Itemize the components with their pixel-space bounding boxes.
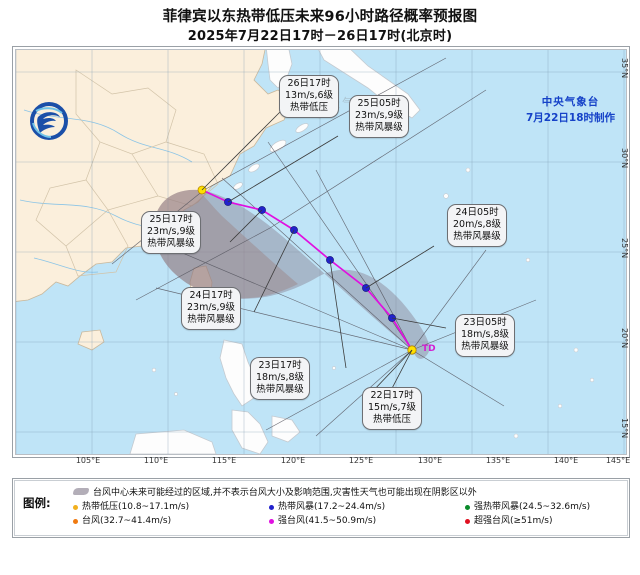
ts-dot-icon xyxy=(269,505,274,511)
label-wind: 18m/s,8级 xyxy=(256,371,305,383)
lon-tick: 110°E xyxy=(143,456,169,465)
lon-tick: 125°E xyxy=(348,456,374,465)
label-time: 26日17时 xyxy=(287,78,331,89)
label-time: 23日05时 xyxy=(463,317,507,328)
label-wind: 23m/s,9级 xyxy=(355,109,404,121)
td-dot-icon xyxy=(73,505,78,511)
lon-tick: 120°E xyxy=(280,456,306,465)
lon-tick: 135°E xyxy=(485,456,511,465)
legend-item-label: 强热带风暴(24.5~32.6m/s) xyxy=(474,502,591,512)
lon-tick: 115°E xyxy=(211,456,237,465)
map-frame: @中国天气 26日17时 13m/s,6级 热带低压 25日05时 23m/s,… xyxy=(12,46,630,458)
label-grade: 热带风暴级 xyxy=(256,383,304,395)
label-time: 23日17时 xyxy=(258,360,302,371)
lon-tick: 140°E xyxy=(553,456,579,465)
legend-item-sty: 强台风(41.5~50.9m/s) xyxy=(269,515,465,529)
legend-note-text: 台风中心未来可能经过的区域,并不表示台风大小及影响范围,灾害性天气也可能出现在阴… xyxy=(93,488,477,498)
forecast-label-24d05: 24日05时 20m/s,8级 热带风暴级 xyxy=(447,204,508,247)
label-wind: 13m/s,6级 xyxy=(285,89,334,101)
lat-tick: 25°N xyxy=(620,238,629,259)
label-wind: 18m/s,8级 xyxy=(461,328,510,340)
lat-tick: 15°N xyxy=(620,418,629,439)
sty-dot-icon xyxy=(269,519,274,525)
forecast-label-26d17: 26日17时 13m/s,6级 热带低压 xyxy=(279,75,340,118)
legend-title: 图例: xyxy=(23,496,51,510)
label-time: 24日05时 xyxy=(455,207,499,218)
legend-cone-note: 台风中心未来可能经过的区域,并不表示台风大小及影响范围,灾害性天气也可能出现在阴… xyxy=(73,485,635,498)
legend-item-label: 热带风暴(17.2~24.4m/s) xyxy=(278,502,386,512)
legend-item-ty: 台风(32.7~41.4m/s) xyxy=(73,515,269,529)
legend-item-label: 强台风(41.5~50.9m/s) xyxy=(278,515,377,526)
agency-credit: 中央气象台 7月22日18时制作 xyxy=(526,95,615,127)
label-wind: 15m/s,7级 xyxy=(368,401,417,413)
legend-row: 台风(32.7~41.4m/s) 强台风(41.5~50.9m/s) 超强台风(… xyxy=(73,515,635,529)
legend-item-td: 热带低压(10.8~17.1m/s) xyxy=(73,501,269,515)
weather-map-page: 菲律宾以东热带低压未来96小时路径概率预报图 2025年7月22日17时－26日… xyxy=(0,8,640,538)
label-wind: 23m/s,9级 xyxy=(147,225,196,237)
lon-tick: 130°E xyxy=(417,456,443,465)
legend-item-ts: 热带风暴(17.2~24.4m/s) xyxy=(269,501,465,515)
latitude-axis: 35°N 30°N 25°N 20°N 15°N xyxy=(620,46,640,456)
title-subtitle: 2025年7月22日17时－26日17时(北京时) xyxy=(187,28,453,44)
legend-item-label: 热带低压(10.8~17.1m/s) xyxy=(82,502,190,512)
agency-name: 中央气象台 xyxy=(541,96,600,108)
cma-logo-icon xyxy=(30,102,68,140)
forecast-label-22d17: 22日17时 15m/s,7级 热带低压 xyxy=(362,387,423,430)
legend-row: 热带低压(10.8~17.1m/s) 热带风暴(17.2~24.4m/s) 强热… xyxy=(73,501,635,515)
label-grade: 热带风暴级 xyxy=(355,121,403,133)
lat-tick: 35°N xyxy=(620,58,629,79)
legend-item-label: 超强台风(≥51m/s) xyxy=(474,515,553,526)
label-wind: 23m/s,9级 xyxy=(187,301,236,313)
lat-tick: 30°N xyxy=(620,148,629,169)
cone-swatch-icon xyxy=(73,488,89,495)
forecast-label-24d17: 24日17时 23m/s,9级 热带风暴级 xyxy=(181,287,242,330)
forecast-label-25d17: 25日17时 23m/s,9级 热带风暴级 xyxy=(141,211,202,254)
legend-item-superty: 超强台风(≥51m/s) xyxy=(465,515,635,529)
superty-dot-icon xyxy=(465,519,470,525)
sts-dot-icon xyxy=(465,505,470,511)
lon-tick: 105°E xyxy=(75,456,101,465)
lat-tick: 20°N xyxy=(620,328,629,349)
legend-panel: 图例: 台风中心未来可能经过的区域,并不表示台风大小及影响范围,灾害性天气也可能… xyxy=(12,478,630,538)
forecast-label-23d17: 23日17时 18m/s,8级 热带风暴级 xyxy=(250,357,311,400)
label-grade: 热带风暴级 xyxy=(453,230,501,242)
td-marker-label: TD xyxy=(422,344,436,354)
lon-tick: 145°E xyxy=(605,456,631,465)
label-grade: 热带风暴级 xyxy=(147,237,195,249)
label-time: 22日17时 xyxy=(370,390,414,401)
label-time: 25日05时 xyxy=(357,98,401,109)
label-grade: 热带风暴级 xyxy=(461,340,509,352)
page-title: 菲律宾以东热带低压未来96小时路径概率预报图 2025年7月22日17时－26日… xyxy=(0,8,640,45)
legend-item-sts: 强热带风暴(24.5~32.6m/s) xyxy=(465,501,635,515)
label-time: 24日17时 xyxy=(189,290,233,301)
legend-item-label: 台风(32.7~41.4m/s) xyxy=(82,515,172,526)
label-wind: 20m/s,8级 xyxy=(453,218,502,230)
agency-timestamp: 7月22日18时制作 xyxy=(525,111,615,124)
label-grade: 热带低压 xyxy=(290,101,329,113)
label-grade: 热带风暴级 xyxy=(187,313,235,325)
label-time: 25日17时 xyxy=(149,214,193,225)
forecast-label-25d05: 25日05时 23m/s,9级 热带风暴级 xyxy=(349,95,410,138)
ty-dot-icon xyxy=(73,519,78,525)
label-grade: 热带低压 xyxy=(373,413,412,425)
longitude-axis: 105°E 110°E 115°E 120°E 125°E 130°E 135°… xyxy=(12,456,631,472)
title-main: 菲律宾以东热带低压未来96小时路径概率预报图 xyxy=(162,9,478,25)
forecast-label-23d05: 23日05时 18m/s,8级 热带风暴级 xyxy=(455,314,516,357)
